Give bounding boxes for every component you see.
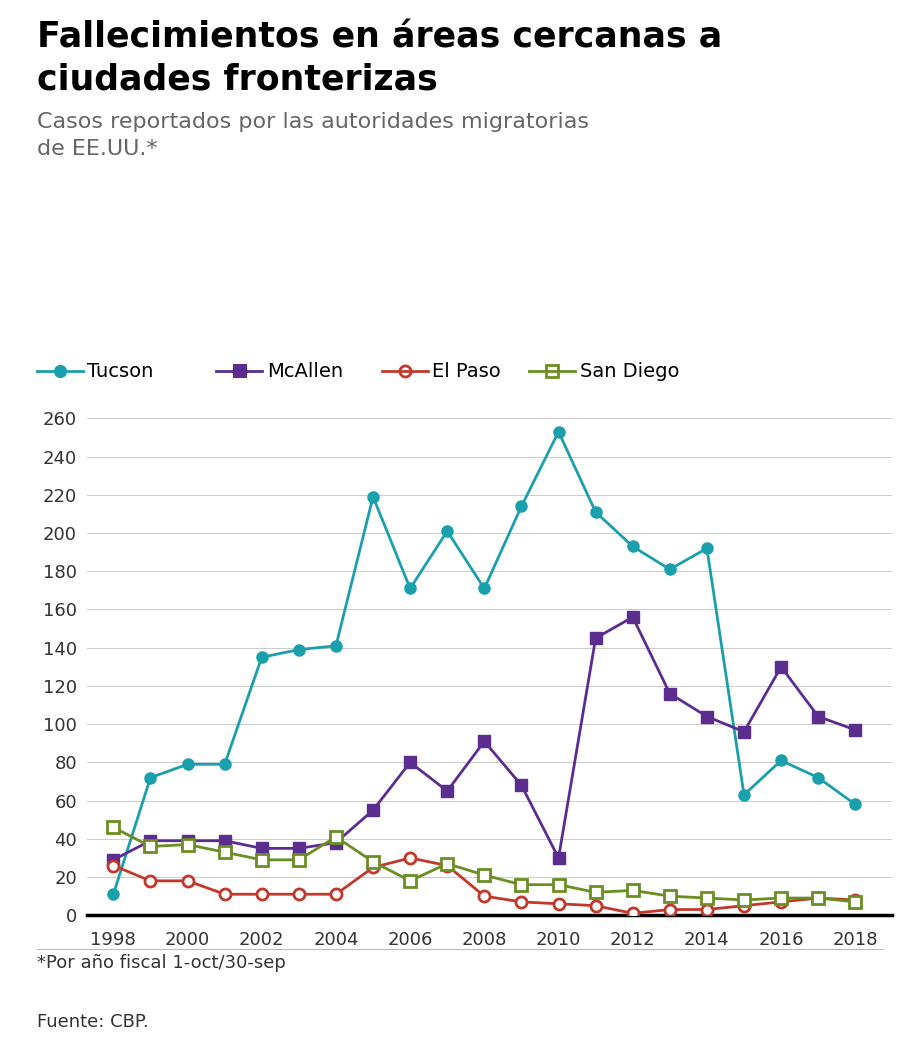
Text: Casos reportados por las autoridades migratorias
de EE.UU.*: Casos reportados por las autoridades mig…: [37, 112, 588, 159]
Text: Tucson: Tucson: [87, 362, 153, 381]
Text: *Por año fiscal 1-oct/30-sep: *Por año fiscal 1-oct/30-sep: [37, 954, 286, 972]
Text: San Diego: San Diego: [579, 362, 678, 381]
Text: El Paso: El Paso: [432, 362, 501, 381]
Text: ciudades fronterizas: ciudades fronterizas: [37, 63, 437, 97]
Text: Fallecimientos en áreas cercanas a: Fallecimientos en áreas cercanas a: [37, 21, 721, 55]
Text: BBC: BBC: [801, 1003, 848, 1024]
Text: Fuente: CBP.: Fuente: CBP.: [37, 1013, 148, 1030]
Text: McAllen: McAllen: [267, 362, 343, 381]
